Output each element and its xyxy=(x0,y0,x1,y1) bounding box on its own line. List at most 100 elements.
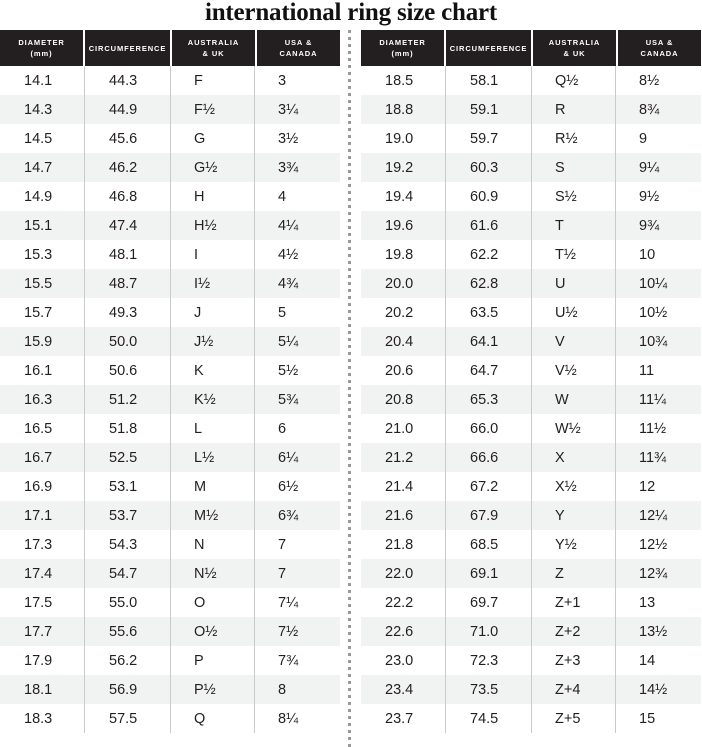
table-row: 16.1 50.6 K 5½ xyxy=(0,356,340,385)
column-header-circumference-line1: CIRCUMFERENCE xyxy=(88,43,167,53)
cell-australia-uk: Y½ xyxy=(531,530,615,559)
cell-usa-canada: 12 xyxy=(615,472,699,501)
table-row: 14.5 45.6 G 3½ xyxy=(0,124,340,153)
cell-australia-uk: Z+4 xyxy=(531,675,615,704)
cell-australia-uk: X½ xyxy=(531,472,615,501)
table-body-left: 14.1 44.3 F 3 14.3 44.9 F½ 3¼ 14.5 45.6 G 3½ 14.7 46.… xyxy=(0,66,340,733)
column-header-diameter-line1: DIAMETER xyxy=(18,38,65,47)
column-header-diameter: DIAMETER (mm) xyxy=(361,30,444,66)
cell-diameter: 17.1 xyxy=(24,507,53,524)
cell-australia-uk: T½ xyxy=(531,240,615,269)
cell-australia-uk: V½ xyxy=(531,356,615,385)
column-header-diameter-line1: DIAMETER xyxy=(379,38,426,47)
table-row: 17.3 54.3 N 7 xyxy=(0,530,340,559)
cell-diameter: 19.6 xyxy=(385,217,414,234)
table-row: 16.7 52.5 L½ 6¼ xyxy=(0,443,340,472)
table-row: 15.7 49.3 J 5 xyxy=(0,298,340,327)
cell-australia-uk: M½ xyxy=(170,501,254,530)
table-dotted-divider xyxy=(348,30,351,747)
table-row: 19.8 62.2 T½ 10 xyxy=(361,240,701,269)
cell-circumference: 50.6 xyxy=(84,356,170,385)
cell-circumference: 56.2 xyxy=(84,646,170,675)
table-row: 18.1 56.9 P½ 8 xyxy=(0,675,340,704)
cell-circumference: 66.0 xyxy=(445,414,531,443)
cell-circumference: 48.1 xyxy=(84,240,170,269)
table-row: 14.3 44.9 F½ 3¼ xyxy=(0,95,340,124)
column-header-australia-uk: AUSTRALIA & UK xyxy=(171,30,255,66)
cell-circumference: 52.5 xyxy=(84,443,170,472)
cell-australia-uk: O½ xyxy=(170,617,254,646)
cell-usa-canada: 14½ xyxy=(615,675,699,704)
table-row: 22.6 71.0 Z+2 13½ xyxy=(361,617,701,646)
cell-usa-canada: 9 xyxy=(615,124,699,153)
cell-circumference: 51.8 xyxy=(84,414,170,443)
table-row: 20.4 64.1 V 10¾ xyxy=(361,327,701,356)
cell-circumference: 69.7 xyxy=(445,588,531,617)
table-row: 23.7 74.5 Z+5 15 xyxy=(361,704,701,733)
table-row: 21.0 66.0 W½ 11½ xyxy=(361,414,701,443)
cell-usa-canada: 10 xyxy=(615,240,699,269)
cell-circumference: 74.5 xyxy=(445,704,531,733)
cell-diameter: 14.9 xyxy=(24,188,53,205)
cell-diameter: 14.5 xyxy=(24,130,53,147)
column-header-usa-canada: USA & CANADA xyxy=(617,30,701,66)
cell-circumference: 56.9 xyxy=(84,675,170,704)
cell-usa-canada: 9¼ xyxy=(615,153,699,182)
table-row: 15.5 48.7 I½ 4¾ xyxy=(0,269,340,298)
cell-australia-uk: Y xyxy=(531,501,615,530)
cell-circumference: 64.7 xyxy=(445,356,531,385)
cell-circumference: 63.5 xyxy=(445,298,531,327)
cell-diameter: 23.0 xyxy=(385,652,414,669)
page-title: international ring size chart xyxy=(204,0,498,26)
cell-circumference: 53.7 xyxy=(84,501,170,530)
table-row: 17.4 54.7 N½ 7 xyxy=(0,559,340,588)
cell-usa-canada: 7¼ xyxy=(254,588,338,617)
cell-circumference: 60.9 xyxy=(445,182,531,211)
cell-usa-canada: 8 xyxy=(254,675,338,704)
cell-usa-canada: 3¾ xyxy=(254,153,338,182)
cell-diameter: 21.6 xyxy=(385,507,414,524)
cell-diameter: 19.4 xyxy=(385,188,414,205)
cell-usa-canada: 15 xyxy=(615,704,699,733)
cell-diameter: 15.3 xyxy=(24,246,53,263)
cell-usa-canada: 7¾ xyxy=(254,646,338,675)
cell-diameter: 22.6 xyxy=(385,623,414,640)
cell-usa-canada: 4½ xyxy=(254,240,338,269)
table-row: 20.2 63.5 U½ 10½ xyxy=(361,298,701,327)
cell-australia-uk: K½ xyxy=(170,385,254,414)
table-row: 16.5 51.8 L 6 xyxy=(0,414,340,443)
table-row: 20.6 64.7 V½ 11 xyxy=(361,356,701,385)
column-header-usa-canada-line1: USA & xyxy=(645,38,674,47)
cell-diameter: 15.1 xyxy=(24,217,53,234)
cell-circumference: 62.8 xyxy=(445,269,531,298)
cell-diameter: 16.3 xyxy=(24,391,53,408)
column-header-circumference-line1: CIRCUMFERENCE xyxy=(449,43,528,53)
cell-usa-canada: 10½ xyxy=(615,298,699,327)
cell-diameter: 15.9 xyxy=(24,333,53,350)
cell-australia-uk: H xyxy=(170,182,254,211)
table-row: 21.8 68.5 Y½ 12½ xyxy=(361,530,701,559)
cell-australia-uk: S xyxy=(531,153,615,182)
cell-circumference: 50.0 xyxy=(84,327,170,356)
cell-australia-uk: M xyxy=(170,472,254,501)
cell-diameter: 17.3 xyxy=(24,536,53,553)
ring-size-table-left: DIAMETER (mm) CIRCUMFERENCE AUSTRALIA & … xyxy=(0,30,340,733)
column-header-australia-uk-line2: & UK xyxy=(202,49,225,58)
cell-circumference: 47.4 xyxy=(84,211,170,240)
cell-diameter: 20.8 xyxy=(385,391,414,408)
table-row: 17.5 55.0 O 7¼ xyxy=(0,588,340,617)
cell-australia-uk: R½ xyxy=(531,124,615,153)
cell-usa-canada: 3¼ xyxy=(254,95,338,124)
cell-diameter: 22.2 xyxy=(385,594,414,611)
cell-diameter: 17.9 xyxy=(24,652,53,669)
column-header-australia-uk: AUSTRALIA & UK xyxy=(532,30,616,66)
cell-usa-canada: 8¼ xyxy=(254,704,338,733)
cell-australia-uk: I xyxy=(170,240,254,269)
cell-diameter: 20.4 xyxy=(385,333,414,350)
cell-diameter: 22.0 xyxy=(385,565,414,582)
table-header-row-right: DIAMETER (mm) CIRCUMFERENCE AUSTRALIA & … xyxy=(361,30,701,66)
cell-usa-canada: 13½ xyxy=(615,617,699,646)
cell-usa-canada: 7 xyxy=(254,559,338,588)
table-row: 15.1 47.4 H½ 4¼ xyxy=(0,211,340,240)
cell-usa-canada: 6 xyxy=(254,414,338,443)
